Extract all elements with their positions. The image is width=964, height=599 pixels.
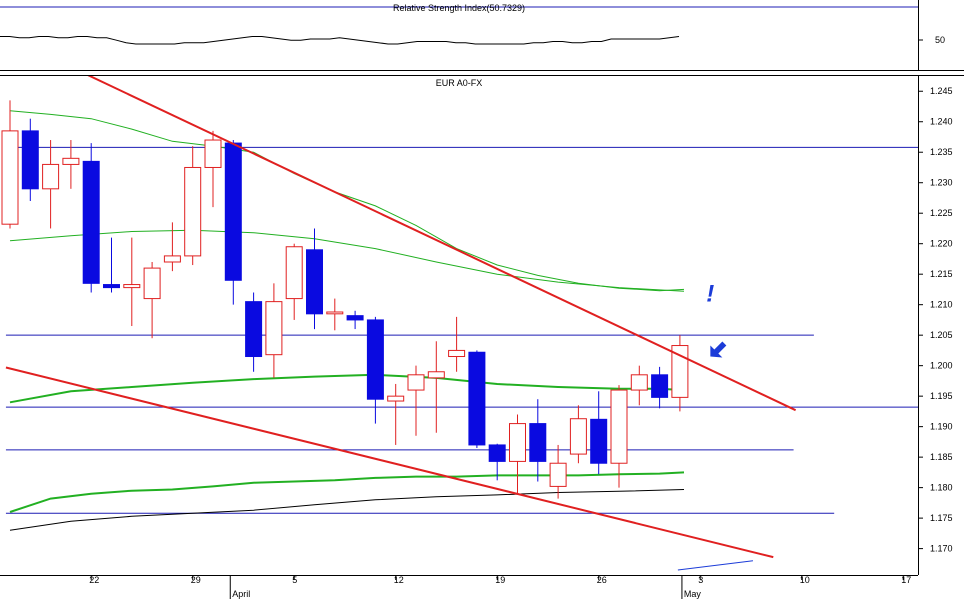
candle-up xyxy=(630,374,648,391)
y-tick-label: 1.210 xyxy=(930,300,953,310)
y-tick-label: 1.185 xyxy=(930,452,953,462)
y-tick-label: 1.245 xyxy=(930,86,953,96)
y-tick-label: 1.190 xyxy=(930,422,953,432)
rsi-line xyxy=(0,36,680,45)
y-tick-label: 1.200 xyxy=(930,361,953,371)
month-label: May xyxy=(684,589,702,599)
y-tick-label: 1.225 xyxy=(930,208,953,218)
candle-down xyxy=(245,301,263,358)
candle-up xyxy=(1,130,19,225)
x-tick-label: 5 xyxy=(292,575,297,585)
candle-down xyxy=(468,351,486,446)
candle-up xyxy=(326,311,344,315)
candle-up xyxy=(407,374,425,391)
candle-down xyxy=(529,423,547,462)
y-tick-label: 1.205 xyxy=(930,330,953,340)
candle-up xyxy=(671,345,689,398)
x-tick-label: 29 xyxy=(191,575,201,585)
trendline xyxy=(87,76,797,412)
blue-segment xyxy=(677,560,754,571)
y-tick-label: 1.240 xyxy=(930,117,953,127)
candle-up xyxy=(62,157,80,165)
ma-green-lower-line xyxy=(9,373,685,404)
candle-up xyxy=(387,395,405,402)
candle-up xyxy=(204,139,222,168)
candle-up xyxy=(285,246,303,300)
chart-title: EUR A0-FX xyxy=(436,78,483,88)
rsi-title: Relative Strength Index(50.7329) xyxy=(393,3,525,13)
ma-long-line xyxy=(9,489,685,531)
candle-up xyxy=(610,389,628,464)
candle-up xyxy=(448,349,466,358)
x-tick-label: 12 xyxy=(394,575,404,585)
y-tick-label: 1.175 xyxy=(930,513,953,523)
y-tick-label: 1.235 xyxy=(930,147,953,157)
candle-up xyxy=(123,284,141,289)
candle-down xyxy=(366,319,384,400)
candle-down xyxy=(590,418,608,464)
ma-medium-line xyxy=(9,229,685,292)
y-tick-label: 1.215 xyxy=(930,269,953,279)
rsi-panel: Relative Strength Index(50.7329) 50 xyxy=(0,0,964,71)
candle-down xyxy=(306,249,323,315)
arrow-icon xyxy=(710,341,727,358)
trendline xyxy=(5,366,774,559)
x-tick-label: 10 xyxy=(800,575,810,585)
y-tick-label: 1.230 xyxy=(930,178,953,188)
candle-down xyxy=(224,142,242,281)
y-tick-label: 1.180 xyxy=(930,483,953,493)
ma-green-bottom-line xyxy=(9,471,685,513)
candle-up xyxy=(42,163,60,190)
x-tick-label: 22 xyxy=(89,575,99,585)
candle-down xyxy=(82,160,100,284)
candle-up xyxy=(427,371,445,379)
candle-down xyxy=(488,444,506,462)
candle-up xyxy=(143,267,161,300)
candle-down xyxy=(346,315,364,321)
candle-up xyxy=(184,166,202,257)
y-tick-label: 1.195 xyxy=(930,391,953,401)
date-axis: 22 29 5 12 19 26 3 10 17 April May xyxy=(89,575,911,599)
x-tick-label: 26 xyxy=(597,575,607,585)
price-axis: 1.170 1.175 1.180 1.185 1.190 1.195 1.200 1.205… xyxy=(918,86,953,554)
candle-down xyxy=(651,374,669,398)
x-tick-label: 17 xyxy=(901,575,911,585)
x-tick-label: 3 xyxy=(698,575,703,585)
candle-up xyxy=(265,301,283,356)
candle-down xyxy=(103,284,120,289)
plot-area: ! xyxy=(1,76,918,571)
y-tick-label: 1.220 xyxy=(930,239,953,249)
candle-up xyxy=(549,462,567,487)
price-panel: EUR A0-FX 1.170 1.175 1.180 1.185 1.190 1.195… xyxy=(0,75,964,599)
y-tick-label: 1.170 xyxy=(930,544,953,554)
candle-up xyxy=(569,418,587,455)
month-label: April xyxy=(232,589,250,599)
exclamation-mark: ! xyxy=(706,281,714,308)
candle-up xyxy=(509,423,526,462)
rsi-ytick-50: 50 xyxy=(935,35,945,45)
candle-up xyxy=(163,255,181,263)
candle-down xyxy=(21,130,39,190)
x-tick-label: 19 xyxy=(495,575,505,585)
